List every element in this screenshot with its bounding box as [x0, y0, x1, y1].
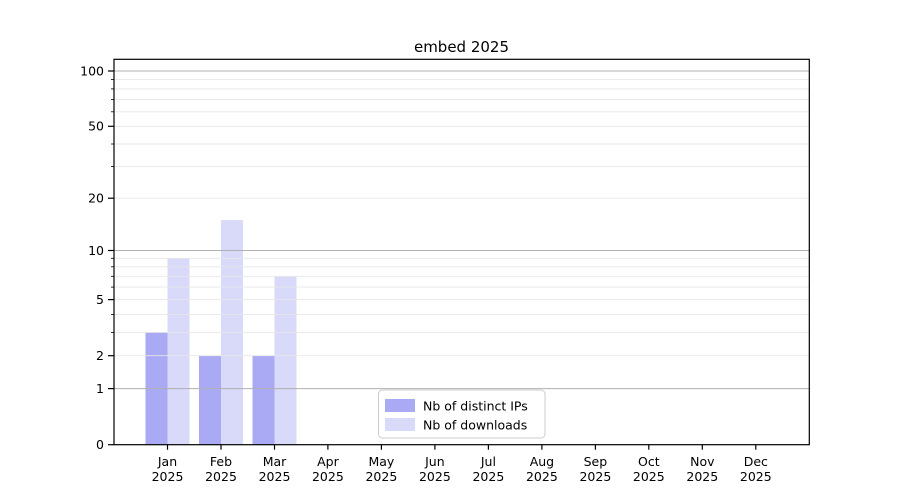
x-tick-label-month: Feb — [210, 454, 232, 469]
bar-mar-series1 — [274, 276, 297, 445]
y-tick-label: 10 — [88, 243, 104, 258]
grid-layer — [114, 70, 810, 390]
chart-title: embed 2025 — [414, 38, 509, 56]
axis-layer: 0125102050100Jan2025Feb2025Mar2025Apr202… — [80, 63, 772, 484]
y-tick-label: 100 — [80, 63, 104, 78]
x-tick-label-month: Aug — [530, 454, 554, 469]
x-tick-label-year: 2025 — [472, 469, 504, 484]
x-tick-label-month: Nov — [690, 454, 715, 469]
x-tick-label-month: Dec — [744, 454, 768, 469]
x-tick-label-month: Jun — [424, 454, 445, 469]
x-tick-label-year: 2025 — [259, 469, 291, 484]
x-tick-label-month: Mar — [263, 454, 287, 469]
bar-feb-series0 — [199, 355, 221, 445]
x-tick-label-month: Sep — [584, 454, 608, 469]
x-tick-label-year: 2025 — [740, 469, 772, 484]
y-tick-label: 20 — [88, 191, 104, 206]
y-tick-label: 50 — [88, 119, 104, 134]
x-tick-label-year: 2025 — [365, 469, 397, 484]
bar-jan-series1 — [167, 258, 190, 445]
bar-mar-series0 — [252, 355, 275, 445]
x-tick-label-year: 2025 — [312, 469, 344, 484]
x-tick-label-year: 2025 — [419, 469, 451, 484]
x-tick-label-year: 2025 — [686, 469, 718, 484]
y-tick-label: 5 — [96, 292, 104, 307]
x-tick-label-year: 2025 — [526, 469, 558, 484]
x-tick-label-month: Jan — [157, 454, 177, 469]
y-tick-label: 2 — [96, 348, 104, 363]
legend-swatch-distinct-ips — [385, 399, 415, 412]
x-tick-label-year: 2025 — [633, 469, 665, 484]
x-tick-label-year: 2025 — [205, 469, 237, 484]
x-tick-label-year: 2025 — [579, 469, 611, 484]
x-tick-label-month: Apr — [317, 454, 339, 469]
legend-box — [378, 389, 546, 439]
y-tick-label: 1 — [96, 381, 104, 396]
legend-swatch-downloads — [385, 418, 415, 431]
plot-border — [113, 58, 810, 446]
bars-layer — [145, 220, 297, 445]
x-tick-label-month: May — [368, 454, 394, 469]
x-tick-label-month: Oct — [638, 454, 660, 469]
legend-label-distinct-ips: Nb of distinct IPs — [423, 399, 528, 414]
x-tick-label-year: 2025 — [152, 469, 184, 484]
legend: Nb of distinct IPs Nb of downloads — [378, 389, 546, 439]
legend-label-downloads: Nb of downloads — [423, 418, 527, 433]
x-tick-label-month: Jul — [480, 454, 496, 469]
y-tick-label: 0 — [96, 437, 104, 452]
